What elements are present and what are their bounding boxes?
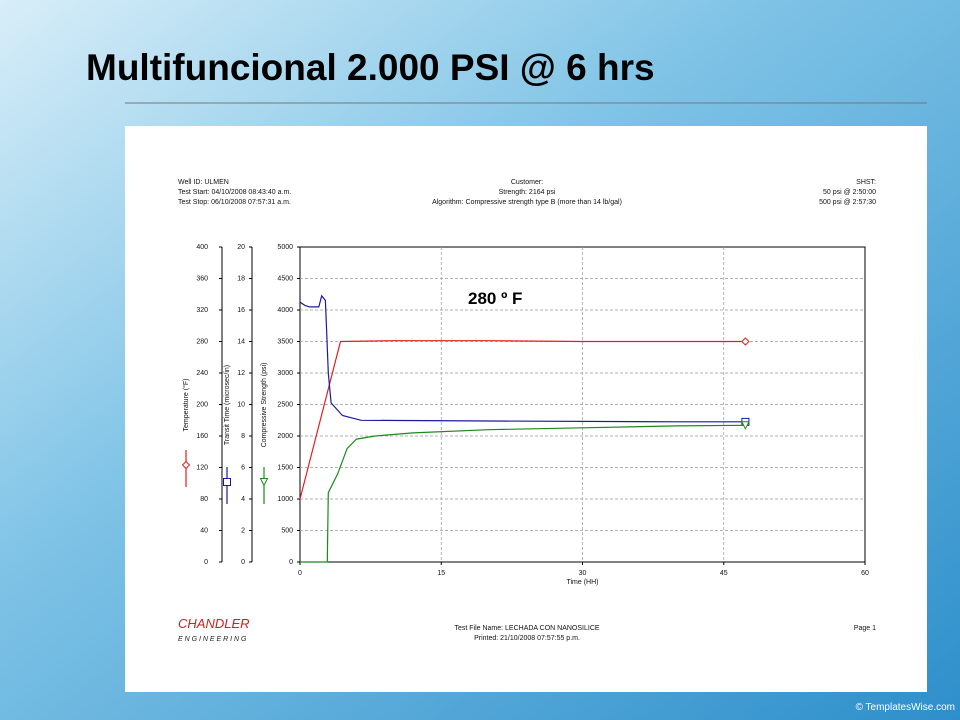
annotation: 280 º F bbox=[468, 289, 522, 308]
y-tick-label: 4000 bbox=[277, 307, 293, 314]
y-tick-label: 1500 bbox=[277, 464, 293, 471]
report-text: Test Stop: 06/10/2008 07:57:31 a.m. bbox=[178, 199, 291, 206]
report-text: Algorithm: Compressive strength type B (… bbox=[432, 199, 622, 206]
logo: CHANDLER bbox=[178, 616, 250, 631]
logo-sub: E N G I N E E R I N G bbox=[178, 636, 247, 643]
y-tick-label: 18 bbox=[237, 275, 245, 282]
y-tick-label: 4500 bbox=[277, 275, 293, 282]
x-tick-label: 15 bbox=[437, 570, 445, 577]
report-text: Test Start: 04/10/2008 08:43:40 a.m. bbox=[178, 189, 291, 196]
y-tick-label: 12 bbox=[237, 370, 245, 377]
legend-marker bbox=[223, 478, 231, 486]
y-tick-label: 1000 bbox=[277, 496, 293, 503]
y-tick-label: 400 bbox=[196, 244, 208, 251]
report-text: SHST: bbox=[856, 179, 876, 186]
y-tick-label: 6 bbox=[241, 464, 245, 471]
end-marker bbox=[741, 337, 750, 346]
series-line bbox=[300, 424, 746, 563]
y-tick-label: 10 bbox=[237, 401, 245, 408]
y-tick-label: 3500 bbox=[277, 338, 293, 345]
series-line bbox=[299, 294, 746, 423]
report-text: Strength: 2164 psi bbox=[499, 189, 556, 196]
y-tick-label: 0 bbox=[241, 559, 245, 566]
y-tick-label: 40 bbox=[200, 527, 208, 534]
legend-label: Temperature (°F) bbox=[182, 379, 190, 432]
page-number: Page 1 bbox=[854, 625, 876, 632]
y-tick-label: 0 bbox=[204, 559, 208, 566]
report-text: 500 psi @ 2:57:30 bbox=[819, 199, 876, 206]
y-tick-label: 320 bbox=[196, 307, 208, 314]
y-tick-label: 14 bbox=[237, 338, 245, 345]
report-text: 50 psi @ 2:50:00 bbox=[823, 189, 876, 196]
x-axis-label: Time (HH) bbox=[566, 579, 598, 586]
slide-title: Multifuncional 2.000 PSI @ 6 hrs bbox=[86, 47, 655, 88]
report-text: Customer: bbox=[511, 179, 543, 186]
report-text: Well ID: ULMEN bbox=[178, 179, 229, 186]
legend-label: Compressive Strength (psi) bbox=[261, 363, 268, 448]
y-tick-label: 240 bbox=[196, 370, 208, 377]
y-tick-label: 500 bbox=[281, 527, 293, 534]
y-tick-label: 280 bbox=[196, 338, 208, 345]
legend-label: Transit Time (microsec/in) bbox=[224, 365, 231, 445]
x-tick-label: 60 bbox=[861, 570, 869, 577]
y-tick-label: 0 bbox=[289, 559, 293, 566]
y-tick-label: 120 bbox=[196, 464, 208, 471]
legend-marker bbox=[259, 478, 269, 487]
report-panel bbox=[125, 126, 927, 692]
y-tick-label: 80 bbox=[200, 496, 208, 503]
y-tick-label: 3000 bbox=[277, 370, 293, 377]
y-tick-label: 2000 bbox=[277, 433, 293, 440]
x-tick-label: 30 bbox=[579, 570, 587, 577]
y-tick-label: 4 bbox=[241, 496, 245, 503]
plot: 0408012016020024028032036040002468101214… bbox=[181, 244, 869, 586]
end-marker bbox=[741, 421, 750, 430]
legend-marker bbox=[181, 460, 191, 470]
watermark: © TemplatesWise.com bbox=[856, 702, 955, 713]
report-text: Test File Name: LECHADA CON NANOSILICE bbox=[454, 625, 599, 632]
y-tick-label: 160 bbox=[196, 433, 208, 440]
y-tick-label: 20 bbox=[237, 244, 245, 251]
y-tick-label: 2 bbox=[241, 527, 245, 534]
y-tick-label: 360 bbox=[196, 275, 208, 282]
y-tick-label: 2500 bbox=[277, 401, 293, 408]
report-text: Printed: 21/10/2008 07:57:55 p.m. bbox=[474, 635, 580, 642]
y-tick-label: 16 bbox=[237, 307, 245, 314]
y-tick-label: 5000 bbox=[277, 244, 293, 251]
x-tick-label: 45 bbox=[720, 570, 728, 577]
x-tick-label: 0 bbox=[298, 570, 302, 577]
y-tick-label: 8 bbox=[241, 433, 245, 440]
y-tick-label: 200 bbox=[196, 401, 208, 408]
series-line bbox=[299, 340, 746, 500]
